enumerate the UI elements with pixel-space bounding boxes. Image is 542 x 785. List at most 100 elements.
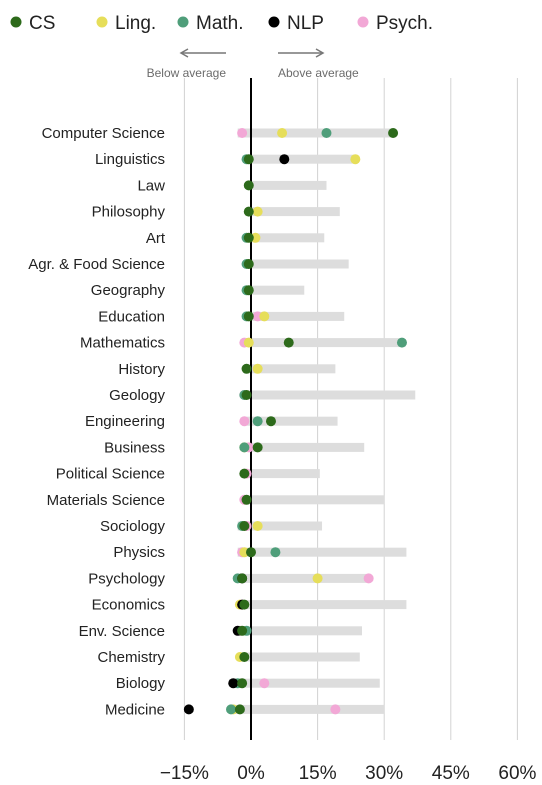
- category-label-economics: Economics: [92, 597, 165, 614]
- point-cs-economics: [239, 599, 250, 610]
- range-bar-history: [246, 364, 336, 374]
- x-tick-label-15: 15%: [299, 763, 337, 784]
- range-bars: [228, 128, 416, 714]
- range-bar-business: [242, 442, 365, 452]
- point-cs-computer-science: [388, 128, 399, 138]
- point-nlp-linguistics: [279, 154, 290, 165]
- range-bar-law: [246, 180, 327, 190]
- above-average-label: Above average: [278, 66, 359, 80]
- point-psych-computer-science: [237, 128, 248, 138]
- legend-label-cs: CS: [29, 13, 55, 34]
- category-label-psychology: Psychology: [88, 570, 165, 587]
- category-label-medicine: Medicine: [105, 701, 165, 718]
- x-tick-label-0: 0%: [237, 763, 265, 784]
- legend: CS Ling. Math. NLP Psych.: [10, 13, 433, 34]
- range-bar-political-science: [242, 469, 320, 479]
- point-cs-geology: [241, 390, 252, 400]
- point-cs-chemistry: [239, 652, 250, 662]
- category-label-physics: Physics: [113, 544, 165, 561]
- point-cs-geography: [243, 285, 254, 296]
- legend-label-psych: Psych.: [376, 13, 433, 34]
- range-bar-biology: [233, 678, 380, 688]
- range-bar-sociology: [237, 521, 323, 531]
- category-label-political-science: Political Science: [56, 466, 165, 483]
- point-cs-engineering: [265, 416, 276, 427]
- range-bar-chemistry: [237, 652, 360, 662]
- gridlines: [183, 78, 518, 740]
- category-label-materials-science: Materials Science: [47, 492, 165, 509]
- legend-marker-psych: [357, 16, 369, 28]
- point-cs-physics: [246, 547, 256, 558]
- below-average-arrowhead: [179, 48, 189, 58]
- legend-label-ling: Ling.: [115, 13, 156, 34]
- x-tick-label-30: 30%: [365, 763, 403, 784]
- point-cs-history: [241, 363, 252, 374]
- point-psych-biology: [259, 678, 270, 689]
- point-cs-agr-food-science: [243, 259, 254, 269]
- point-psych-psychology: [363, 573, 374, 584]
- point-ling-psychology: [312, 573, 323, 584]
- range-bar-medicine: [228, 704, 385, 714]
- range-bar-linguistics: [246, 154, 358, 164]
- category-label-geology: Geology: [109, 387, 165, 404]
- category-label-philosophy: Philosophy: [92, 204, 166, 221]
- category-label-linguistics: Linguistics: [95, 151, 165, 168]
- category-label-geography: Geography: [91, 282, 166, 299]
- range-bar-computer-science: [237, 128, 394, 138]
- point-math-business: [239, 442, 250, 453]
- point-ling-history: [252, 363, 263, 374]
- point-cs-env-science: [237, 625, 248, 636]
- range-bar-mathematics: [242, 338, 402, 348]
- point-ling-mathematics: [243, 337, 254, 348]
- x-tick-label-15: −15%: [160, 763, 209, 784]
- data-points: [183, 128, 407, 715]
- x-tick-label-60: 60%: [498, 763, 536, 784]
- point-ling-sociology: [252, 521, 263, 531]
- category-label-biology: Biology: [116, 675, 166, 692]
- point-cs-political-science: [239, 468, 250, 479]
- point-cs-law: [243, 180, 254, 191]
- above-average-arrowhead: [315, 48, 325, 58]
- category-label-mathematics: Mathematics: [80, 335, 165, 352]
- legend-marker-nlp: [268, 16, 280, 28]
- point-nlp-biology: [228, 678, 239, 689]
- point-cs-materials-science: [241, 494, 252, 505]
- point-nlp-medicine: [183, 704, 194, 715]
- legend-marker-ling: [96, 16, 108, 28]
- category-label-business: Business: [104, 439, 165, 456]
- point-cs-business: [252, 442, 263, 453]
- category-label-education: Education: [98, 308, 165, 325]
- direction-indicators: Below average Above average: [147, 48, 359, 80]
- range-bar-physics: [237, 547, 407, 557]
- category-label-sociology: Sociology: [100, 518, 166, 535]
- range-bar-geology: [246, 390, 416, 400]
- point-ling-philosophy: [252, 206, 263, 217]
- point-cs-philosophy: [243, 206, 254, 217]
- range-bar-economics: [237, 600, 407, 610]
- point-math-medicine: [226, 704, 237, 715]
- point-ling-education: [259, 311, 270, 322]
- x-tick-label-45: 45%: [432, 763, 470, 784]
- point-psych-medicine: [330, 704, 341, 715]
- category-label-history: History: [118, 361, 165, 378]
- point-ling-computer-science: [277, 128, 288, 138]
- range-bar-env-science: [237, 626, 362, 636]
- point-psych-engineering: [239, 416, 250, 427]
- x-axis-ticks: −15% 0% 15% 30% 45% 60%: [160, 763, 537, 784]
- point-math-engineering: [252, 416, 263, 427]
- category-label-chemistry: Chemistry: [97, 649, 165, 666]
- category-labels: Computer Science Linguistics Law Philosophy…: [28, 125, 166, 718]
- point-math-mathematics: [396, 337, 407, 348]
- range-bar-psychology: [237, 573, 367, 583]
- range-bar-education: [246, 311, 345, 321]
- range-bar-engineering: [246, 416, 338, 426]
- range-bar-materials-science: [242, 495, 385, 505]
- point-cs-mathematics: [283, 337, 294, 348]
- point-cs-biology: [237, 678, 248, 689]
- below-average-label: Below average: [147, 66, 227, 80]
- category-label-agr-food-science: Agr. & Food Science: [28, 256, 165, 273]
- point-cs-sociology: [239, 521, 250, 531]
- category-label-env-science: Env. Science: [79, 623, 165, 640]
- legend-marker-math: [177, 16, 189, 28]
- legend-label-nlp: NLP: [287, 13, 324, 34]
